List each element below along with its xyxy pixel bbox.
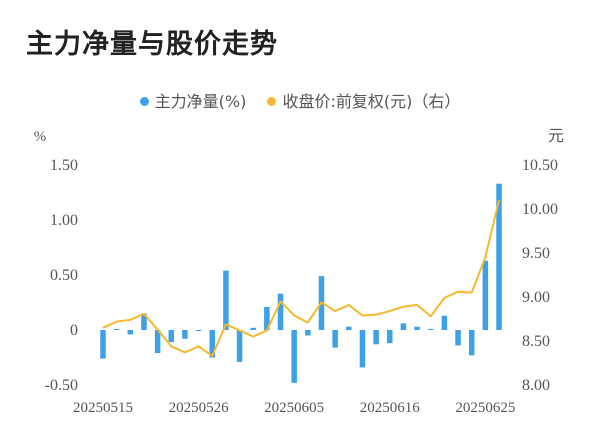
bar[interactable]	[441, 315, 448, 330]
bar[interactable]	[100, 330, 106, 359]
bar[interactable]	[250, 327, 256, 330]
right-tick-label: 9.00	[522, 289, 550, 306]
bar[interactable]	[359, 330, 366, 368]
x-axis: 20250515 20250526 20250605 20250616 20250625	[73, 400, 515, 416]
right-tick-label: 10.50	[522, 157, 558, 174]
bar[interactable]	[373, 330, 379, 345]
bar[interactable]	[387, 330, 393, 344]
bar[interactable]	[482, 260, 489, 330]
bar[interactable]	[305, 330, 311, 336]
chart-title: 主力净量与股价走势	[26, 29, 278, 60]
bar[interactable]	[414, 326, 420, 330]
bar[interactable]	[127, 330, 134, 335]
bar[interactable]	[400, 323, 407, 330]
left-tick-label: 0.50	[50, 267, 78, 284]
bar[interactable]	[264, 306, 270, 330]
legend-bar-dot	[139, 97, 149, 106]
left-tick-label: 0	[70, 322, 78, 339]
bar[interactable]	[277, 293, 284, 330]
line-series	[102, 199, 500, 357]
right-tick-label: 10.00	[522, 201, 558, 218]
bar[interactable]	[468, 330, 475, 356]
right-tick-label: 8.00	[522, 377, 550, 394]
left-axis-unit: %	[34, 129, 47, 145]
x-tick-label: 20250526	[169, 400, 230, 416]
bar[interactable]	[141, 313, 147, 331]
price-line[interactable]	[102, 199, 500, 357]
bar[interactable]	[291, 330, 297, 383]
legend-line-label: 收盘价:前复权(元)（右）	[282, 92, 461, 111]
left-tick-label: -0.50	[45, 377, 78, 394]
bar-series	[100, 183, 502, 383]
legend-bar-label: 主力净量(%)	[154, 92, 247, 111]
bar[interactable]	[154, 330, 161, 354]
x-tick-label: 20250616	[360, 400, 421, 416]
bar[interactable]	[236, 330, 243, 362]
x-tick-label: 20250625	[455, 400, 515, 416]
bar[interactable]	[332, 330, 338, 348]
left-axis: 1.50 1.00 0.50 0 -0.50	[45, 157, 78, 394]
legend-line-dot	[267, 97, 277, 106]
legend-item-line[interactable]: 收盘价:前复权(元)（右）	[267, 88, 460, 112]
x-tick-label: 20250605	[264, 400, 324, 416]
x-tick-label: 20250515	[73, 400, 133, 416]
bar[interactable]	[182, 330, 188, 339]
left-tick-label: 1.50	[50, 157, 78, 174]
bar[interactable]	[455, 330, 461, 346]
legend-item-bar[interactable]: 主力净量(%)	[139, 88, 247, 112]
right-tick-label: 9.50	[522, 245, 550, 262]
bar[interactable]	[346, 326, 352, 330]
right-tick-label: 8.50	[522, 333, 550, 350]
bar[interactable]	[427, 328, 434, 330]
right-axis-unit: 元	[548, 128, 564, 145]
bar[interactable]	[195, 330, 202, 332]
left-tick-label: 1.00	[50, 212, 78, 229]
legend: 主力净量(%) 收盘价:前复权(元)（右）	[0, 88, 600, 112]
bar[interactable]	[209, 330, 215, 358]
bar[interactable]	[113, 328, 120, 330]
bar[interactable]	[168, 330, 175, 343]
bar[interactable]	[223, 270, 229, 330]
right-axis: 10.50 10.00 9.50 9.00 8.50 8.00	[522, 157, 558, 394]
bar[interactable]	[496, 183, 502, 330]
